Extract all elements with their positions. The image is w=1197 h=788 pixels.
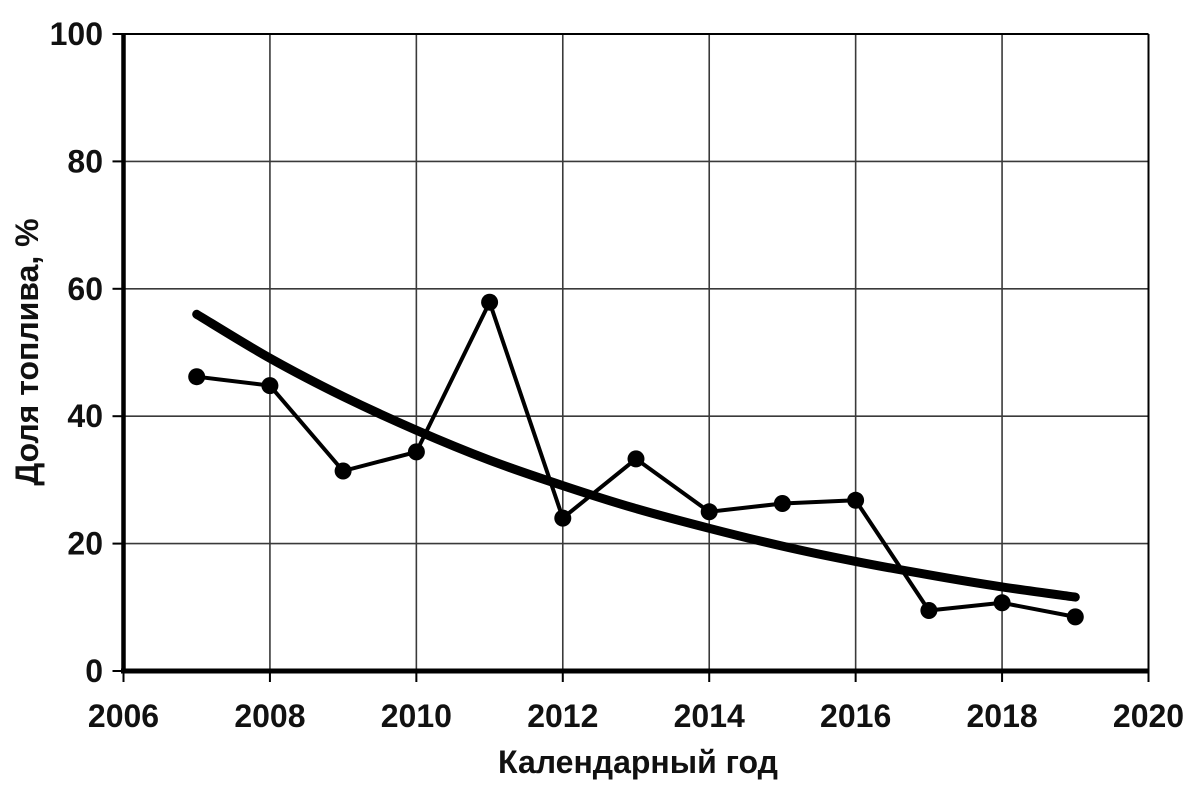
data-point-2019 xyxy=(1066,608,1084,626)
x-tick-label-2010: 2010 xyxy=(381,698,452,734)
x-tick-label-2014: 2014 xyxy=(674,698,745,734)
x-tick-label-2008: 2008 xyxy=(234,698,305,734)
data-point-2008 xyxy=(261,377,279,395)
data-point-2007 xyxy=(188,368,206,386)
y-tick-label-40: 40 xyxy=(67,398,103,434)
trend-curve xyxy=(192,309,1080,602)
data-point-2015 xyxy=(773,495,791,512)
x-tick-label-2016: 2016 xyxy=(820,698,891,734)
x-axis-title: Календарный год xyxy=(498,744,778,780)
data-point-2018 xyxy=(993,594,1011,612)
data-series-layer xyxy=(188,293,1084,626)
data-point-2012 xyxy=(554,509,572,527)
data-point-2011 xyxy=(481,293,499,311)
x-tick-label-2012: 2012 xyxy=(527,698,598,734)
data-point-2010 xyxy=(407,443,425,461)
data-point-2017 xyxy=(920,602,938,619)
y-tick-label-100: 100 xyxy=(50,16,103,52)
data-point-2009 xyxy=(334,462,352,480)
trend-curve-layer xyxy=(192,309,1080,602)
data-point-2014 xyxy=(700,503,718,521)
data-point-2013 xyxy=(627,450,645,468)
gridlines xyxy=(123,34,1149,671)
axis-ticks xyxy=(112,33,1150,682)
tick-labels: 2006 2008 2010 2012 2014 2016 2018 2020 0 20 40 60 8… xyxy=(50,16,1184,734)
plot-frame xyxy=(121,33,1150,674)
y-tick-label-80: 80 xyxy=(67,143,103,179)
x-tick-label-2020: 2020 xyxy=(1113,698,1184,734)
data-point-2016 xyxy=(847,491,865,509)
y-tick-label-20: 20 xyxy=(67,526,103,562)
y-tick-label-0: 0 xyxy=(85,653,103,689)
y-axis-title: Доля топлива, % xyxy=(9,218,45,485)
x-tick-label-2006: 2006 xyxy=(88,698,159,734)
y-tick-label-60: 60 xyxy=(67,271,103,307)
x-tick-label-2018: 2018 xyxy=(966,698,1037,734)
